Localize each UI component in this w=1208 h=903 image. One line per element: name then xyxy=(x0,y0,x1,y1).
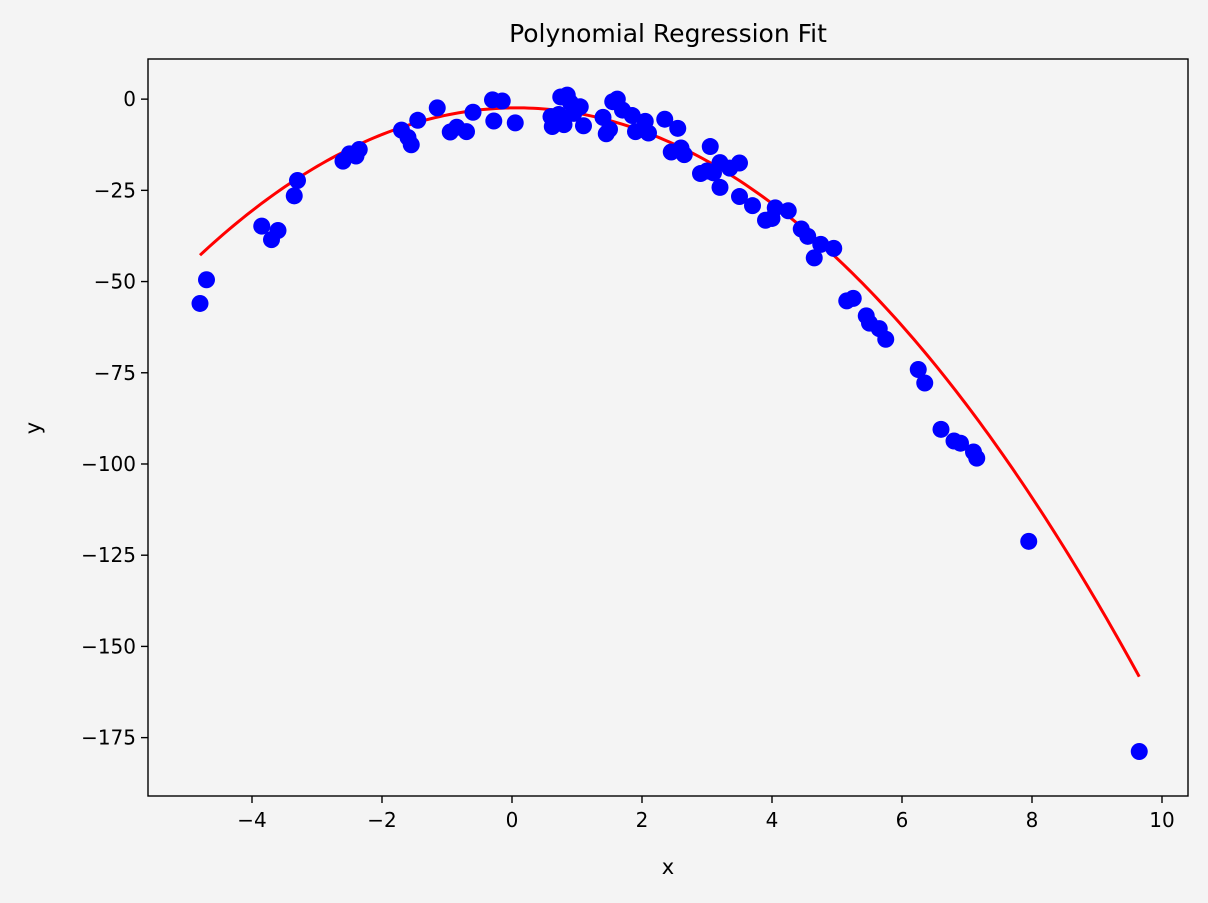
scatter-point xyxy=(409,111,427,129)
scatter-point xyxy=(493,92,511,110)
x-tick-label: 10 xyxy=(1149,808,1174,832)
x-tick-label: 6 xyxy=(896,808,909,832)
scatter-point xyxy=(464,103,482,121)
y-tick-label: −125 xyxy=(81,543,136,567)
y-axis-label: y xyxy=(21,422,45,434)
x-axis-ticks: −4 −2 0 2 4 6 8 10 xyxy=(237,796,1175,832)
fit-line-group xyxy=(198,106,1141,678)
scatter-point xyxy=(623,107,641,125)
scatter-point xyxy=(675,146,693,164)
scatter-point xyxy=(285,187,303,205)
scatter-point xyxy=(812,235,830,253)
scatter-point xyxy=(1130,742,1148,760)
scatter-point xyxy=(968,449,986,467)
x-axis-label: x xyxy=(662,855,674,879)
y-tick-label: −175 xyxy=(81,726,136,750)
scatter-point xyxy=(485,112,503,130)
x-tick-label: −2 xyxy=(367,808,396,832)
scatter-point xyxy=(601,120,618,138)
scatter-point xyxy=(656,110,674,128)
scatter-point xyxy=(877,330,895,348)
scatter-point xyxy=(506,114,524,132)
x-tick-label: 4 xyxy=(766,808,779,832)
scatter-point xyxy=(711,178,729,196)
scatter-point xyxy=(253,217,271,235)
scatter-point xyxy=(779,202,797,220)
scatter-points-group xyxy=(191,86,1148,760)
scatter-point xyxy=(909,360,927,378)
y-tick-label: 0 xyxy=(123,87,136,111)
y-axis-ticks: 0 −25 −50 −75 −100 −125 −150 −175 xyxy=(81,87,148,750)
y-tick-label: −100 xyxy=(81,452,136,476)
scatter-point xyxy=(701,138,719,156)
scatter-point xyxy=(805,249,823,267)
scatter-point xyxy=(428,99,446,117)
scatter-point xyxy=(269,221,287,239)
scatter-point xyxy=(571,98,589,116)
y-tick-label: −75 xyxy=(94,361,136,385)
scatter-point xyxy=(731,154,748,172)
x-tick-label: 8 xyxy=(1026,808,1039,832)
scatter-point xyxy=(458,123,475,141)
x-tick-label: 0 xyxy=(506,808,519,832)
plot-frame xyxy=(147,58,1189,797)
chart-title: Polynomial Regression Fit xyxy=(509,19,827,48)
y-tick-label: −150 xyxy=(81,634,136,658)
scatter-point xyxy=(669,119,687,137)
scatter-point xyxy=(640,124,657,142)
scatter-point xyxy=(198,271,215,289)
y-tick-label: −25 xyxy=(94,178,136,202)
scatter-point xyxy=(844,289,862,307)
scatter-point xyxy=(575,117,592,135)
x-tick-label: −4 xyxy=(237,808,266,832)
fit-line xyxy=(198,106,1141,678)
scatter-point xyxy=(1020,532,1038,550)
scatter-point xyxy=(731,188,748,206)
scatter-point xyxy=(350,140,368,158)
scatter-point xyxy=(952,434,969,452)
scatter-point xyxy=(766,199,784,217)
scatter-point xyxy=(191,294,209,312)
scatter-point xyxy=(825,239,843,257)
scatter-point xyxy=(916,374,934,392)
scatter-point xyxy=(799,227,817,245)
scatter-point xyxy=(402,136,420,154)
scatter-point xyxy=(932,420,950,438)
scatter-point xyxy=(744,197,761,215)
scatter-point xyxy=(289,172,306,189)
y-tick-label: −50 xyxy=(94,270,136,294)
scatter-point xyxy=(555,116,573,134)
x-tick-label: 2 xyxy=(636,808,649,832)
